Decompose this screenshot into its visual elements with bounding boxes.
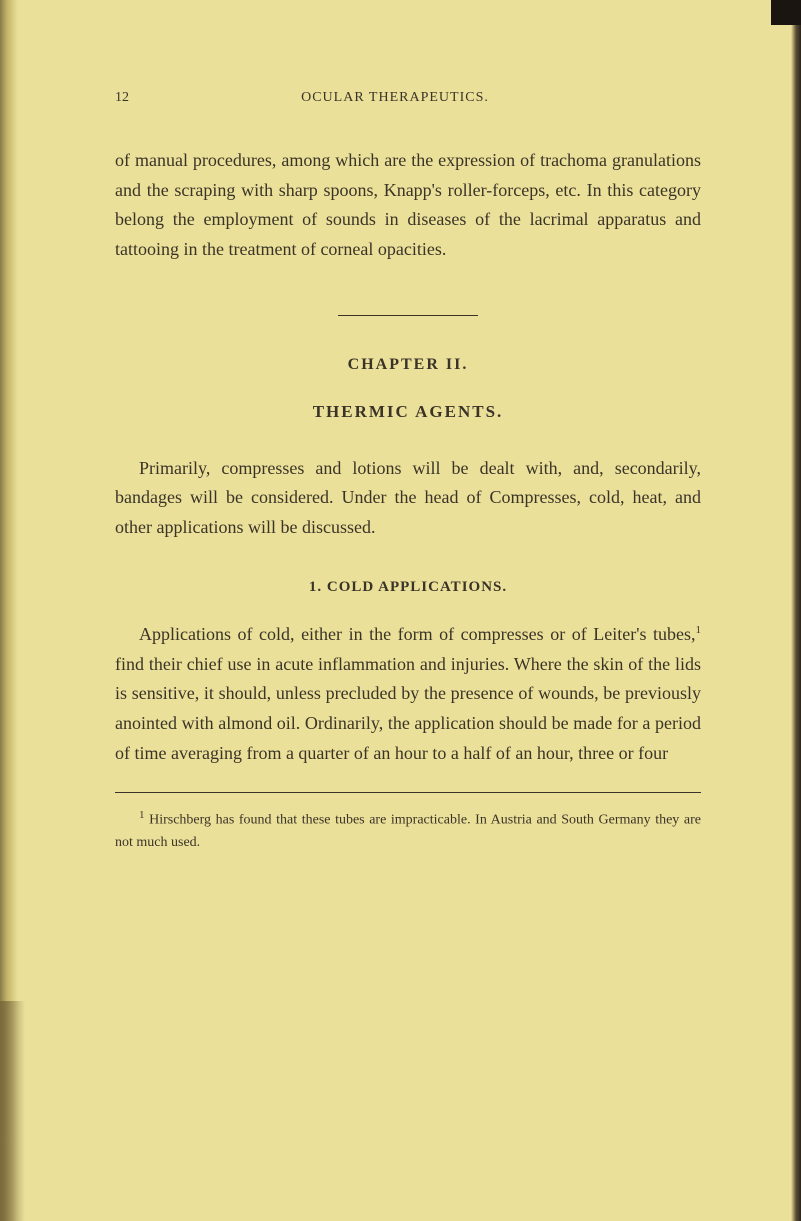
section-divider xyxy=(338,315,478,316)
footnote-text: Hirschberg has found that these tubes ar… xyxy=(115,813,701,850)
para3-text-b: find their chief use in acute inflammati… xyxy=(115,654,701,763)
subsection-heading: 1. COLD APPLICATIONS. xyxy=(115,579,701,596)
paragraph-cold-applications: Applications of cold, either in the form… xyxy=(115,620,701,768)
section-heading: THERMIC AGENTS. xyxy=(115,402,701,422)
page-header: 12 OCULAR THERAPEUTICS. xyxy=(115,90,701,106)
paragraph-intro: Primarily, compresses and lotions will b… xyxy=(115,454,701,543)
paragraph-continuation: of manual procedures, among which are th… xyxy=(115,146,701,265)
footnote: 1 Hirschberg has found that these tubes … xyxy=(115,807,701,854)
footnote-reference: 1 xyxy=(696,624,702,636)
chapter-title: CHAPTER II. xyxy=(115,356,701,374)
para3-text-a: Applications of cold, either in the form… xyxy=(139,624,696,644)
running-title: OCULAR THERAPEUTICS. xyxy=(109,90,681,106)
page-content: 12 OCULAR THERAPEUTICS. of manual proced… xyxy=(0,0,801,1221)
footnote-divider xyxy=(115,792,701,793)
